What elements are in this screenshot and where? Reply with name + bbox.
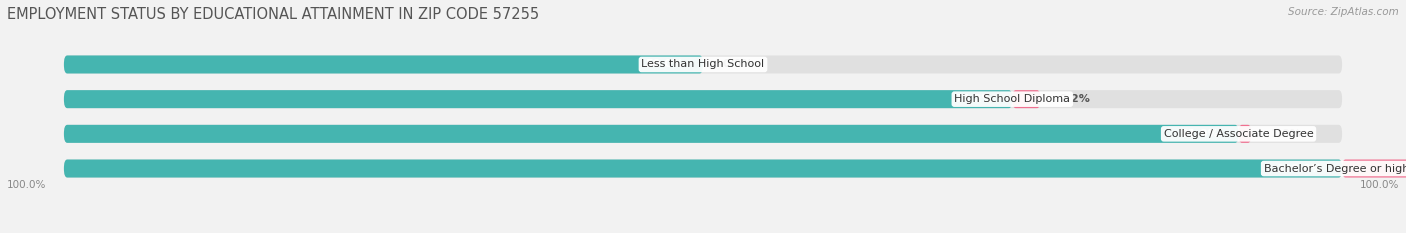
- Text: 100.0%: 100.0%: [1277, 164, 1323, 174]
- Legend: In Labor Force, Unemployed: In Labor Force, Unemployed: [599, 229, 807, 233]
- FancyBboxPatch shape: [63, 90, 1012, 108]
- Text: 50.0%: 50.0%: [645, 59, 683, 69]
- FancyBboxPatch shape: [1343, 160, 1406, 178]
- Text: Bachelor’s Degree or higher: Bachelor’s Degree or higher: [1264, 164, 1406, 174]
- FancyBboxPatch shape: [63, 55, 1343, 73]
- Text: High School Diploma: High School Diploma: [955, 94, 1070, 104]
- FancyBboxPatch shape: [63, 160, 1343, 178]
- FancyBboxPatch shape: [63, 125, 1343, 143]
- Text: 2.2%: 2.2%: [1060, 94, 1091, 104]
- FancyBboxPatch shape: [1012, 90, 1040, 108]
- Text: 100.0%: 100.0%: [7, 180, 46, 190]
- Text: Source: ZipAtlas.com: Source: ZipAtlas.com: [1288, 7, 1399, 17]
- FancyBboxPatch shape: [63, 160, 1343, 178]
- Text: EMPLOYMENT STATUS BY EDUCATIONAL ATTAINMENT IN ZIP CODE 57255: EMPLOYMENT STATUS BY EDUCATIONAL ATTAINM…: [7, 7, 538, 22]
- Text: 1.0%: 1.0%: [1271, 129, 1302, 139]
- Text: 74.2%: 74.2%: [955, 94, 993, 104]
- FancyBboxPatch shape: [1239, 125, 1251, 143]
- Text: Less than High School: Less than High School: [641, 59, 765, 69]
- Text: College / Associate Degree: College / Associate Degree: [1164, 129, 1313, 139]
- Text: 0.0%: 0.0%: [723, 59, 752, 69]
- FancyBboxPatch shape: [63, 125, 1239, 143]
- Text: 91.9%: 91.9%: [1181, 129, 1219, 139]
- Text: 100.0%: 100.0%: [1360, 180, 1399, 190]
- FancyBboxPatch shape: [63, 90, 1343, 108]
- FancyBboxPatch shape: [63, 55, 703, 73]
